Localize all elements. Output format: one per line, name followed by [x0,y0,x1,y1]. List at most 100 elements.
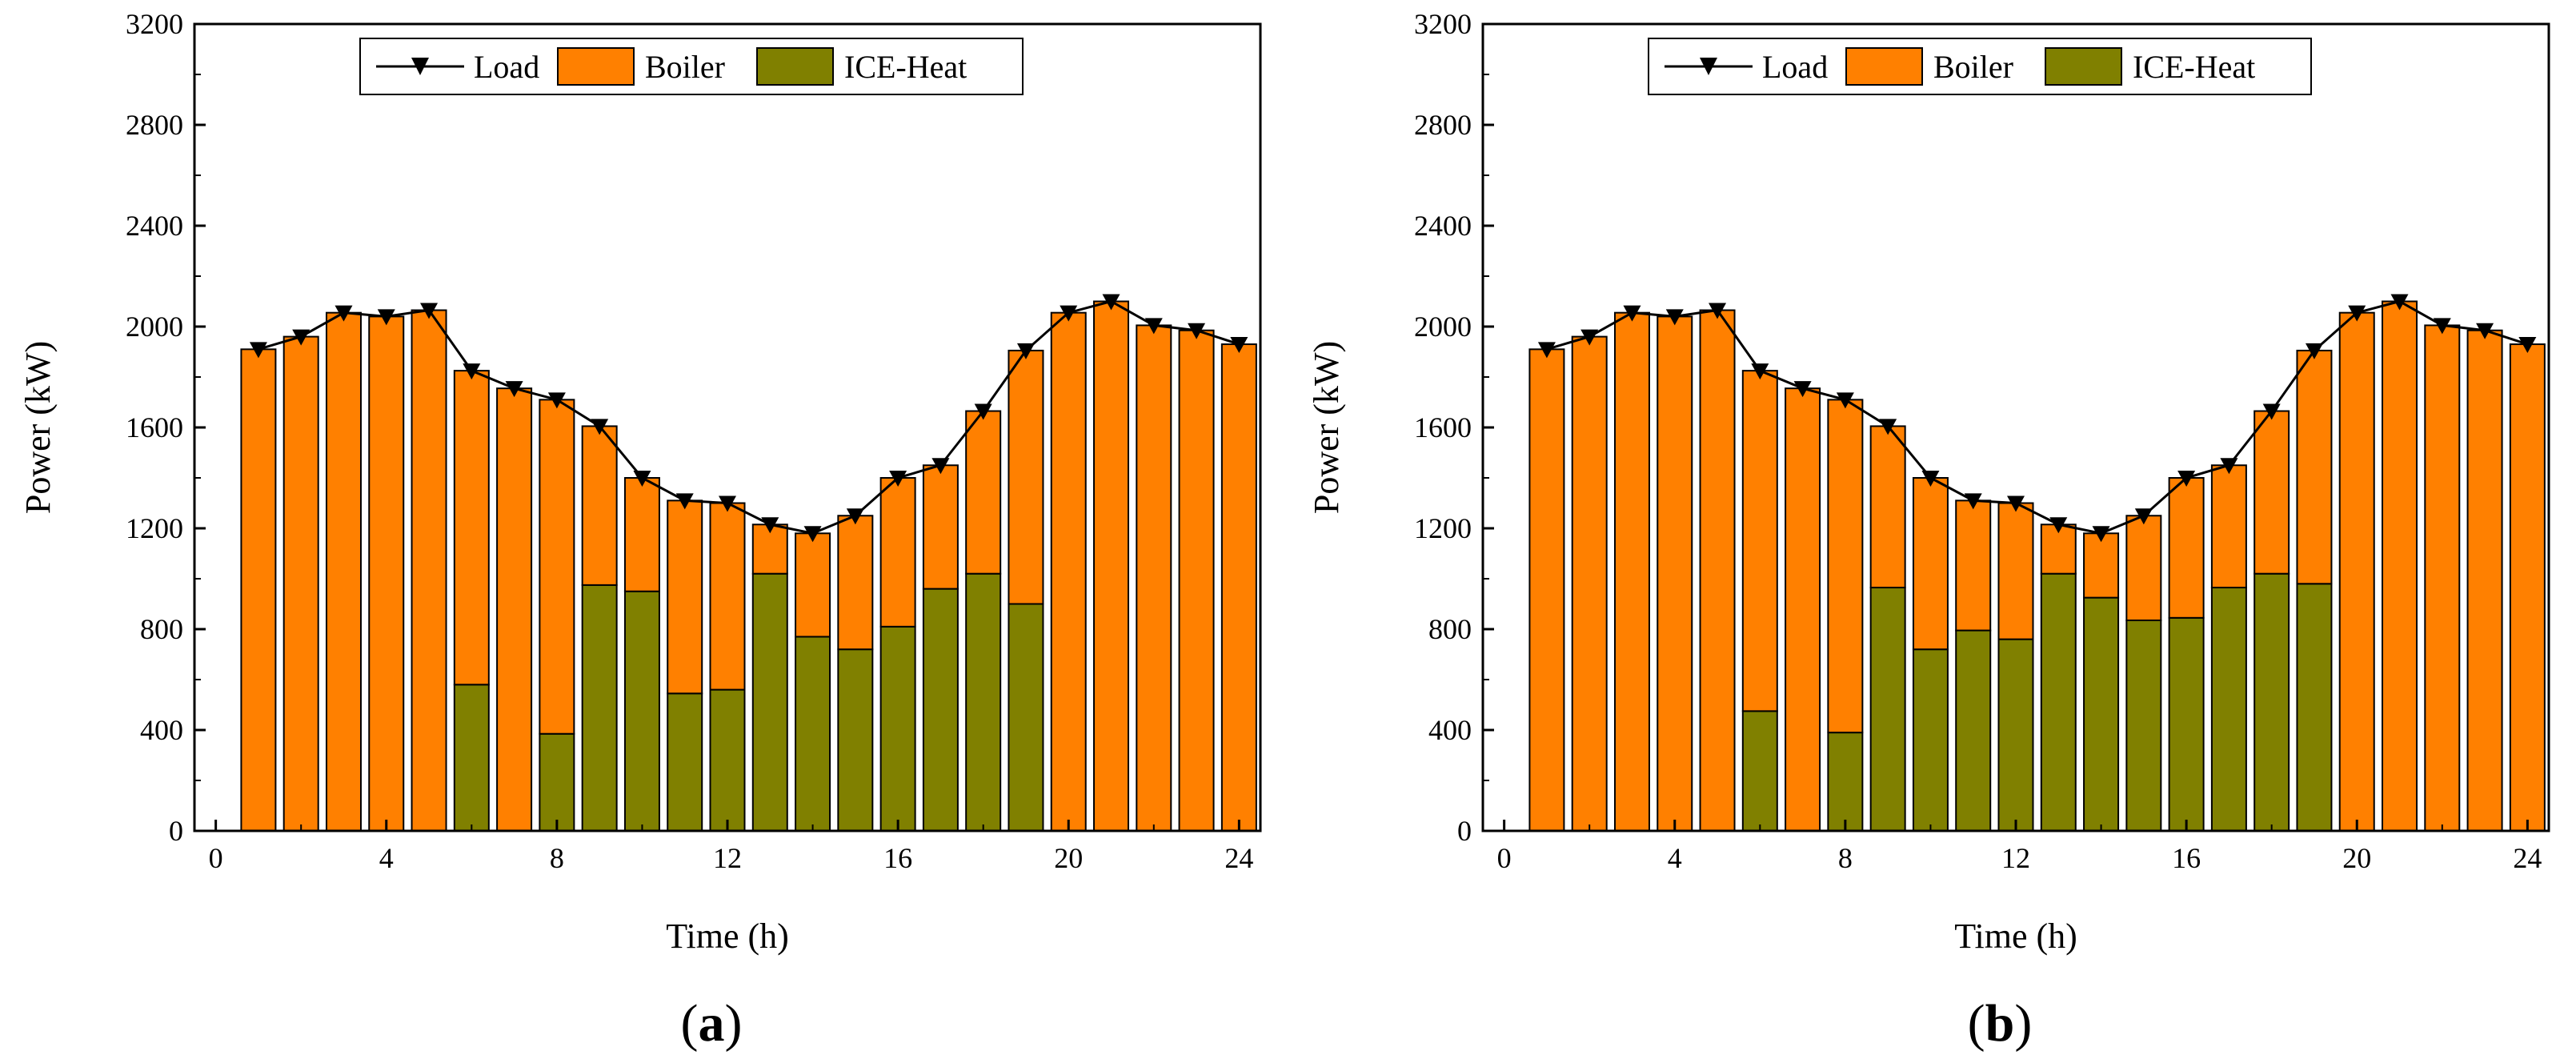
y-tick-label: 1600 [1414,411,1472,443]
bar-ice-heat [2168,616,2205,832]
bar-ice-heat [453,684,490,832]
load-marker [846,508,864,525]
bar-boiler [2338,311,2375,832]
bar-boiler [496,387,533,832]
bar-boiler [1093,300,1130,832]
load-marker [719,495,736,512]
load-marker [1188,323,1206,339]
bar-boiler [1699,309,1736,832]
bar-ice-heat [539,732,575,832]
bar-boiler [453,370,490,686]
bar-boiler [282,335,319,832]
load-line [258,299,1240,535]
bar-boiler [837,515,874,651]
x-tick-label: 20 [2342,842,2371,874]
legend-label-load: Load [1762,49,1828,85]
bar-ice-heat [2210,587,2247,832]
load-marker [1793,381,1812,398]
load-marker [463,363,481,380]
legend-ice-heat-swatch [756,47,834,86]
y-axis-title: Power (kW) [1307,341,1346,514]
legend-label-ice-heat: ICE-Heat [844,49,967,85]
load-marker [1665,309,1684,326]
panel-label-letter: b [1985,994,2015,1053]
bar-ice-heat [2296,583,2333,832]
bar-boiler [2509,343,2546,832]
x-tick-label: 4 [1668,842,1682,874]
legend-box [359,38,1024,95]
bar-ice-heat [922,588,959,832]
x-tick-label: 16 [883,842,912,874]
bar-boiler [1050,311,1087,832]
bar-boiler [2466,329,2503,832]
load-marker [1230,337,1248,354]
bar-boiler [1657,315,1693,832]
y-tick-label: 2800 [1414,109,1472,141]
load-marker [1751,363,1769,380]
load-marker [1879,419,1897,435]
legend: Load Boiler ICE-Heat [1648,38,2312,95]
bar-boiler [1997,502,2034,640]
load-marker [249,342,267,359]
bar-boiler [709,502,746,691]
legend: Load Boiler ICE-Heat [359,38,1024,95]
bar-boiler [1008,349,1044,605]
load-marker [1016,343,1035,359]
bar-ice-heat [2040,572,2077,832]
x-tick-label: 16 [2172,842,2201,874]
bar-ice-heat [2253,572,2290,832]
bar-boiler [1741,370,1778,712]
bar-ice-heat [1912,648,1949,832]
load-marker [2007,495,2025,512]
bar-boiler [965,410,1002,575]
y-tick-label: 800 [1428,613,1472,645]
bar-ice-heat [623,590,660,832]
y-tick-label: 0 [169,815,183,847]
bar-ice-heat [795,636,831,832]
load-marker [2134,508,2153,525]
bar-ice-heat [1827,732,1864,832]
bar-boiler [240,348,277,832]
bar-boiler [1785,387,1821,832]
legend-box [1648,38,2312,95]
panel-label: (b) [1968,994,2033,1053]
load-marker [2476,323,2494,339]
legend-label-boiler: Boiler [645,49,725,85]
load-marker [633,471,651,487]
bar-boiler [539,399,575,735]
y-tick-label: 3200 [1414,8,1472,40]
y-tick-label: 2000 [1414,311,1472,343]
x-tick-label: 24 [2513,842,2542,874]
y-tick-label: 400 [1428,714,1472,746]
bar-boiler [581,425,618,586]
x-tick-label: 0 [209,842,223,874]
bar-boiler [667,499,703,695]
panel-label-open: ( [1968,994,1985,1053]
bar-ice-heat [1008,603,1044,832]
bar-ice-heat [581,584,618,832]
load-marker [1709,303,1727,319]
bar-boiler [1571,335,1608,832]
y-tick-label: 0 [1457,815,1472,847]
bar-boiler [922,464,959,590]
load-marker [2092,526,2110,543]
load-marker [1580,329,1599,346]
y-tick-label: 2800 [126,109,183,141]
load-marker [292,329,310,346]
load-marker [1102,294,1120,311]
load-marker [2433,318,2451,335]
y-tick-label: 1600 [126,411,183,443]
bar-ice-heat [2083,596,2120,832]
bar-boiler [795,532,831,638]
bar-boiler [2382,300,2418,832]
bar-ice-heat [965,572,1002,832]
bar-ice-heat [667,692,703,832]
load-marker [1060,305,1078,322]
bar-boiler [1869,425,1906,589]
load-marker [2518,337,2537,354]
bar-boiler [2424,324,2461,832]
bar-boiler [1955,499,1992,632]
y-axis-title: Power (kW) [18,341,58,514]
x-tick-label: 20 [1054,842,1083,874]
load-marker [2390,294,2409,311]
